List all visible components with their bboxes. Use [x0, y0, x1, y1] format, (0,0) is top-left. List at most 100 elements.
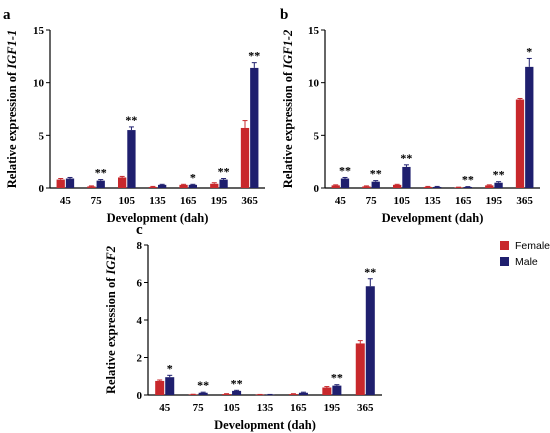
legend: Female Male: [500, 240, 550, 268]
legend-label-male: Male: [515, 256, 538, 268]
y-tick-label-c-1: 2: [137, 353, 143, 365]
bar-a-male-165: [188, 184, 198, 188]
bar-c-female-165: [288, 394, 298, 395]
significance-a-75: **: [95, 166, 107, 180]
x-tick-label-a-195: 195: [211, 195, 228, 207]
x-tick-label-c-165: 165: [290, 402, 307, 414]
significance-a-105: **: [125, 113, 137, 127]
bar-a-female-135: [148, 186, 157, 188]
x-tick-label-b-365: 365: [516, 195, 533, 207]
bar-a-female-365: [240, 127, 250, 188]
y-tick-label-a-1: 5: [39, 130, 45, 142]
significance-c-365: **: [364, 265, 376, 279]
y-axis-title-b: Relative expression of IGF1-2: [281, 30, 295, 188]
y-tick-label-b-2: 10: [308, 78, 320, 90]
significance-b-75: **: [370, 167, 382, 181]
x-tick-label-c-135: 135: [257, 402, 274, 414]
significance-b-105: **: [400, 151, 412, 165]
bar-b-male-365: [525, 66, 534, 188]
significance-c-195: **: [331, 371, 343, 385]
y-tick-label-a-0: 0: [39, 183, 45, 195]
bar-a-female-195: [210, 183, 219, 188]
legend-swatch-female: [500, 241, 509, 250]
x-tick-label-c-365: 365: [357, 402, 374, 414]
significance-c-105: **: [231, 376, 243, 390]
y-tick-label-c-2: 4: [137, 315, 143, 327]
bar-b-male-135: [433, 186, 442, 188]
significance-b-45: **: [339, 163, 351, 177]
chart-panel-c: c 0 2 4 6 8 45 * 75 ** 105 ** 135 165 195 ** 365 ** Develo…: [104, 222, 382, 432]
bar-a-female-45: [56, 179, 65, 188]
bar-a-male-105: [127, 130, 136, 188]
chart-panel-a: a 0 5 10 15 45 75 ** 105 ** 135 165 * 195 ** 365 ** Devel…: [3, 7, 265, 225]
bar-c-female-365: [355, 343, 365, 395]
bar-a-female-165: [179, 184, 188, 188]
x-tick-label-a-75: 75: [91, 195, 103, 207]
bar-c-female-195: [322, 387, 332, 395]
bar-b-male-195: [494, 182, 503, 188]
bar-b-female-195: [485, 185, 494, 188]
bar-c-male-165: [298, 392, 308, 395]
bar-b-male-105: [402, 166, 411, 188]
bar-b-female-165: [454, 187, 463, 188]
bar-b-female-105: [392, 184, 402, 188]
x-tick-label-c-105: 105: [223, 402, 240, 414]
significance-a-165: *: [190, 170, 196, 184]
bar-b-female-365: [515, 99, 525, 188]
y-tick-label-c-3: 6: [137, 278, 143, 290]
bar-a-male-365: [250, 67, 259, 188]
bar-a-male-135: [158, 184, 167, 188]
significance-a-365: **: [248, 49, 260, 63]
panel-letter-c: c: [136, 222, 143, 238]
bar-b-male-45: [340, 178, 350, 188]
x-axis-title-a: Development (dah): [107, 211, 209, 225]
x-tick-label-b-135: 135: [424, 195, 441, 207]
legend-label-female: Female: [515, 240, 550, 252]
x-tick-label-c-45: 45: [159, 402, 171, 414]
bar-a-female-75: [87, 186, 96, 188]
x-tick-label-a-165: 165: [180, 195, 197, 207]
x-tick-label-b-165: 165: [455, 195, 472, 207]
y-tick-label-b-3: 15: [308, 25, 320, 37]
bar-a-male-45: [65, 178, 75, 188]
y-tick-label-b-1: 5: [314, 130, 320, 142]
x-tick-label-c-75: 75: [193, 402, 205, 414]
bar-a-male-75: [96, 180, 105, 188]
y-axis-title-c: Relative expression of IGF2: [104, 246, 118, 394]
bar-c-male-75: [198, 392, 208, 395]
y-tick-label-b-0: 0: [314, 183, 320, 195]
significance-c-75: **: [197, 378, 209, 392]
y-tick-label-a-2: 10: [33, 78, 45, 90]
x-tick-label-b-75: 75: [366, 195, 378, 207]
bar-b-male-75: [371, 181, 380, 188]
bar-b-male-165: [463, 186, 473, 188]
x-tick-label-c-195: 195: [324, 402, 341, 414]
chart-panel-b: b 0 5 10 15 45 ** 75 ** 105 ** 135 165 ** 195 ** 365 * Dev…: [280, 7, 540, 225]
x-axis-title-b: Development (dah): [382, 211, 484, 225]
bar-b-female-45: [331, 185, 340, 188]
y-tick-label-c-0: 0: [137, 390, 143, 402]
x-tick-label-b-105: 105: [394, 195, 411, 207]
bar-a-male-195: [219, 179, 228, 188]
panel-letter-b: b: [280, 7, 288, 23]
y-tick-label-a-3: 15: [33, 25, 45, 37]
x-tick-label-a-105: 105: [119, 195, 136, 207]
bar-c-female-45: [155, 380, 165, 395]
bar-c-male-195: [332, 385, 342, 395]
bar-a-female-105: [117, 177, 127, 188]
significance-b-165: **: [462, 173, 474, 187]
bar-c-female-105: [222, 394, 232, 395]
x-axis-title-c: Development (dah): [214, 418, 316, 432]
x-tick-label-a-45: 45: [60, 195, 72, 207]
y-axis-title-a: Relative expression of IGF1-1: [5, 30, 19, 188]
bar-b-female-75: [362, 186, 371, 188]
bar-c-male-105: [232, 390, 242, 395]
significance-b-365: *: [526, 44, 532, 58]
x-tick-label-a-365: 365: [241, 195, 258, 207]
bar-b-female-135: [423, 186, 432, 188]
bar-c-male-45: [165, 377, 175, 395]
y-tick-label-c-4: 8: [137, 240, 143, 252]
x-tick-label-a-135: 135: [149, 195, 166, 207]
x-tick-label-b-45: 45: [335, 195, 347, 207]
